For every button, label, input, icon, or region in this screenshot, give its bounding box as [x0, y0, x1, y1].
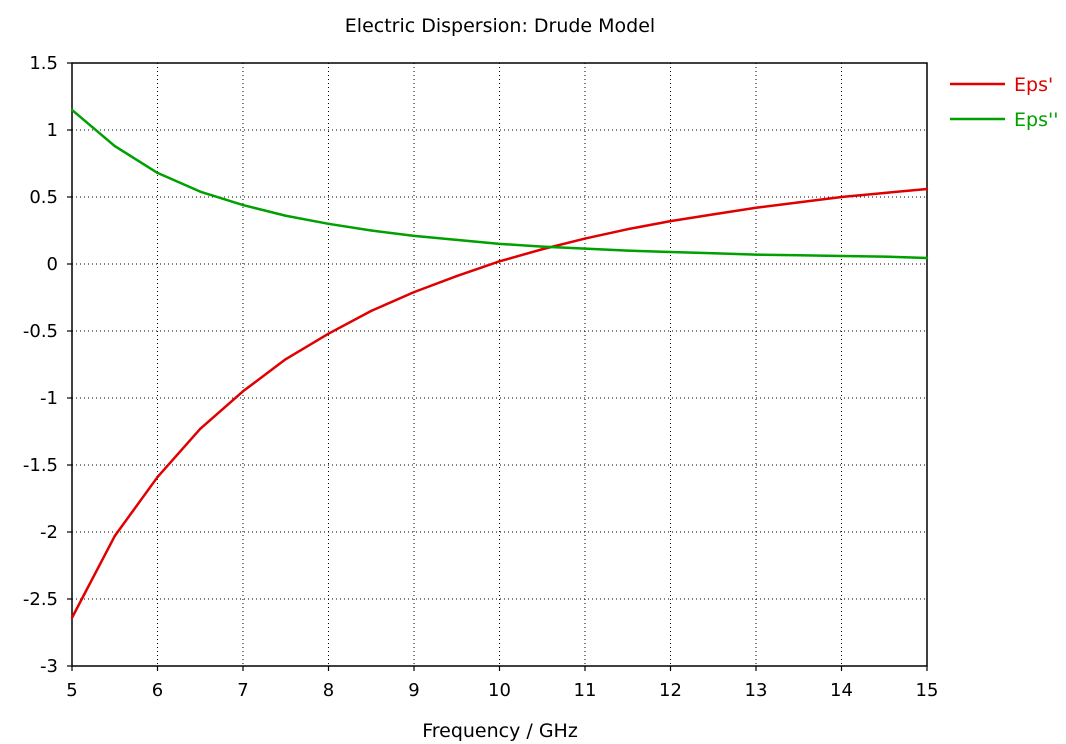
x-tick-label: 14: [830, 680, 853, 701]
data-point-0: [712, 213, 715, 216]
grid: [72, 63, 927, 666]
data-point-1: [797, 254, 800, 257]
x-tick-label: 8: [323, 680, 334, 701]
data-point-1: [113, 144, 116, 148]
data-point-1: [156, 171, 159, 175]
legend-label-0: Eps': [1014, 74, 1053, 96]
data-point-1: [754, 253, 758, 256]
x-tick-label: 15: [916, 680, 939, 701]
data-point-1: [498, 242, 501, 246]
y-tick-label: -1: [40, 388, 58, 409]
data-point-0: [327, 332, 330, 335]
data-point-1: [626, 249, 629, 252]
y-tick-label: 0.5: [29, 187, 58, 208]
data-point-0: [70, 616, 74, 619]
data-point-0: [284, 357, 287, 361]
x-tick-label: 12: [659, 680, 682, 701]
data-point-0: [754, 206, 758, 209]
data-point-1: [541, 245, 544, 248]
data-point-1: [370, 229, 373, 232]
data-point-0: [241, 390, 245, 393]
x-tick-label: 6: [152, 680, 163, 701]
data-point-0: [455, 274, 458, 278]
data-point-1: [712, 252, 715, 255]
y-tick-label: -2: [40, 522, 58, 543]
x-tick-label: 13: [745, 680, 768, 701]
y-tick-label: 1.5: [29, 53, 58, 74]
legend-label-1: Eps'': [1014, 109, 1058, 131]
y-tick-label: 0: [47, 254, 58, 275]
ticks: 5 6 7 8 9 10 11 12 13 14 15 1.5 1 0.5 0 -0.5 -1 -1.5 -2 -2.…: [23, 53, 939, 701]
data-point-1: [669, 250, 672, 254]
data-point-1: [883, 255, 886, 258]
y-tick-label: -0.5: [23, 321, 58, 342]
data-point-1: [583, 247, 587, 250]
data-point-1: [840, 254, 843, 258]
data-point-1: [327, 222, 330, 225]
data-point-1: [412, 234, 416, 238]
x-axis-label: Frequency / GHz: [422, 720, 578, 742]
data-point-0: [156, 475, 159, 479]
series-group: [70, 108, 929, 619]
data-point-1: [925, 256, 929, 260]
data-point-0: [669, 219, 672, 223]
y-tick-label: -2.5: [23, 589, 58, 610]
data-point-0: [925, 187, 929, 191]
x-tick-label: 7: [237, 680, 248, 701]
data-point-0: [113, 534, 116, 538]
data-point-0: [199, 427, 202, 431]
legend: Eps' Eps'': [950, 74, 1058, 131]
y-tick-label: -3: [40, 656, 58, 677]
data-point-1: [284, 214, 287, 217]
data-point-1: [241, 203, 245, 207]
x-tick-label: 11: [574, 680, 597, 701]
data-point-0: [797, 201, 800, 204]
data-point-0: [840, 195, 843, 199]
data-point-1: [199, 190, 202, 193]
x-tick-label: 9: [408, 680, 419, 701]
data-point-1: [70, 108, 74, 112]
x-tick-label: 10: [488, 680, 511, 701]
data-point-0: [370, 309, 373, 313]
data-point-0: [883, 191, 886, 195]
x-tick-label: 5: [66, 680, 77, 701]
data-point-0: [412, 290, 416, 294]
y-tick-label: 1: [47, 120, 58, 141]
data-point-0: [626, 227, 629, 231]
data-point-0: [541, 248, 544, 251]
data-point-1: [455, 238, 458, 242]
chart-title: Electric Dispersion: Drude Model: [345, 15, 655, 37]
data-point-0: [498, 260, 501, 263]
data-point-0: [583, 237, 587, 240]
y-tick-label: -1.5: [23, 455, 58, 476]
